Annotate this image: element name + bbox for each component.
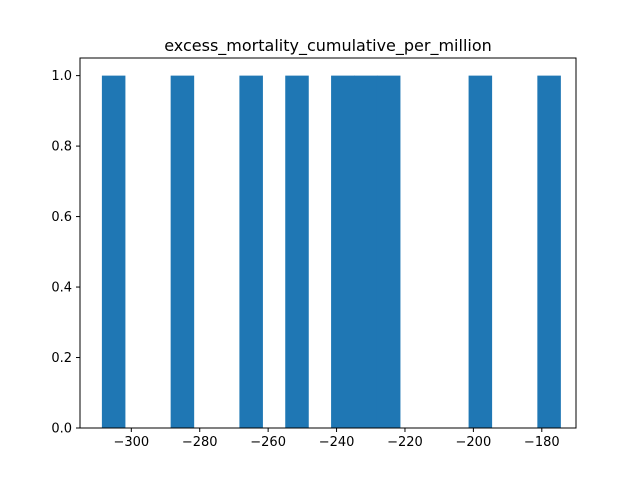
histogram-bar <box>285 75 309 429</box>
x-tick-label: −300 <box>113 435 149 450</box>
x-tick-label: −240 <box>319 435 355 450</box>
bars-layer <box>101 75 561 429</box>
x-tick-label: −200 <box>456 435 492 450</box>
histogram-bar <box>354 75 378 429</box>
y-tick-label: 0.8 <box>51 140 72 155</box>
y-tick-label: 0.0 <box>51 422 72 437</box>
histogram-bar <box>101 75 126 429</box>
plot-frame <box>79 57 577 429</box>
x-tick-label: −280 <box>182 435 218 450</box>
histogram-bar <box>170 75 195 429</box>
histogram-bar <box>239 75 263 429</box>
y-tick-label: 0.6 <box>51 210 72 225</box>
x-tick-label: −220 <box>387 435 423 450</box>
y-tick-label: 0.4 <box>51 281 72 296</box>
x-tick-label: −260 <box>250 435 286 450</box>
chart-title: excess_mortality_cumulative_per_million <box>164 36 492 56</box>
histogram-bar <box>537 75 561 429</box>
histogram-bar <box>331 75 355 429</box>
histogram-bar <box>376 75 401 429</box>
y-tick-label: 1.0 <box>51 69 72 84</box>
y-axis-ticks: 0.0 0.2 0.4 0.6 0.8 1.0 <box>51 69 80 437</box>
x-tick-label: −180 <box>524 435 560 450</box>
y-tick-label: 0.2 <box>51 351 72 366</box>
x-axis-ticks: −300 −280 −260 −240 −220 −200 −180 <box>113 428 560 450</box>
histogram-bar <box>468 75 493 429</box>
